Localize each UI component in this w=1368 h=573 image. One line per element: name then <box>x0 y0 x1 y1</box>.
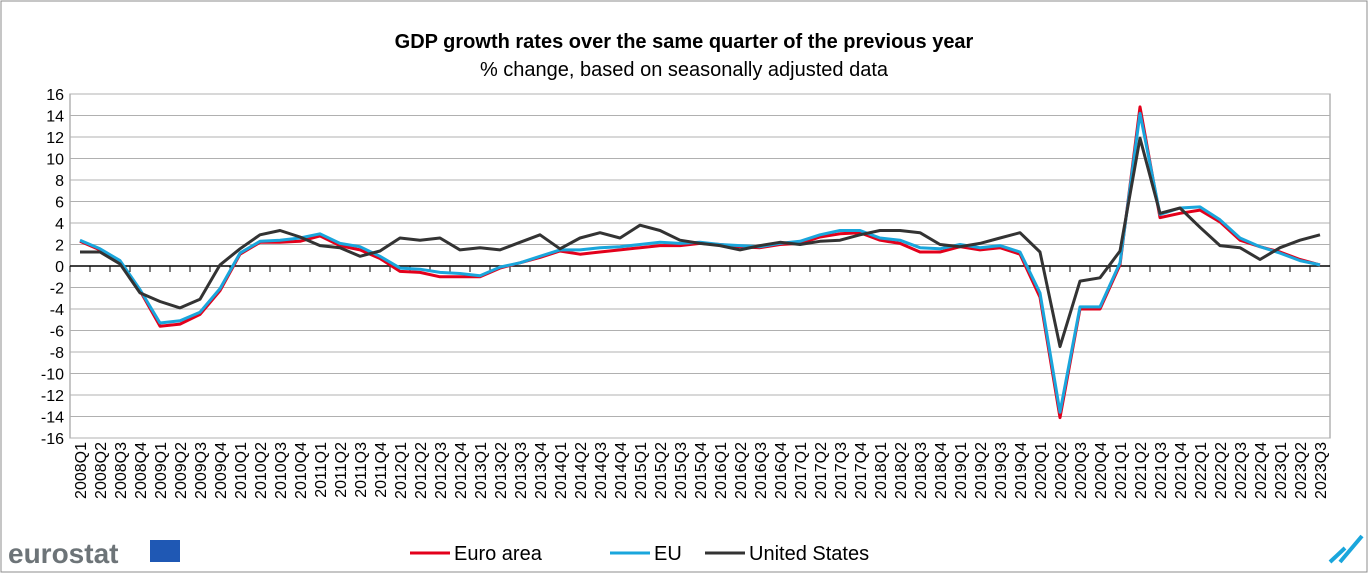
x-tick-label: 2009Q2 <box>173 442 190 499</box>
x-tick-label: 2020Q3 <box>1073 442 1090 499</box>
x-tick-label: 2021Q1 <box>1113 442 1130 499</box>
x-tick-label: 2015Q2 <box>653 442 670 499</box>
x-tick-label: 2018Q2 <box>893 442 910 499</box>
x-tick-label: 2017Q1 <box>793 442 810 499</box>
x-tick-label: 2011Q1 <box>313 442 330 498</box>
x-tick-label: 2009Q4 <box>213 442 230 499</box>
x-tick-label: 2008Q1 <box>73 442 90 499</box>
x-tick-label: 2015Q1 <box>633 442 650 499</box>
x-tick-label: 2018Q1 <box>873 442 890 499</box>
x-tick-label: 2018Q4 <box>933 442 950 499</box>
x-tick-label: 2016Q4 <box>773 442 790 499</box>
x-tick-label: 2011Q4 <box>373 442 390 498</box>
chart-title: GDP growth rates over the same quarter o… <box>395 31 974 53</box>
y-tick-label: -6 <box>50 324 64 341</box>
x-tick-label: 2013Q3 <box>513 442 530 499</box>
series-line <box>80 136 1321 349</box>
x-tick-label: 2010Q3 <box>273 442 290 499</box>
x-tick-label: 2012Q4 <box>453 442 470 499</box>
x-tick-label: 2016Q2 <box>733 442 750 499</box>
x-tick-label: 2018Q3 <box>913 442 930 499</box>
x-tick-label: 2022Q2 <box>1213 442 1230 499</box>
x-tick-label: 2020Q1 <box>1033 442 1050 499</box>
x-tick-label: 2014Q2 <box>573 442 590 499</box>
x-tick-label: 2021Q2 <box>1133 442 1150 499</box>
y-tick-label: 4 <box>55 216 64 233</box>
x-tick-label: 2020Q2 <box>1053 442 1070 499</box>
logo-flag <box>150 540 180 562</box>
x-tick-label: 2016Q3 <box>753 442 770 499</box>
x-tick-label: 2008Q3 <box>113 442 130 499</box>
x-tick-label: 2011Q2 <box>333 442 350 498</box>
corner-icon <box>1328 534 1364 564</box>
x-tick-label: 2017Q4 <box>853 442 870 499</box>
x-tick-label: 2013Q2 <box>493 442 510 499</box>
legend-label: United States <box>749 543 869 565</box>
y-tick-label: -10 <box>41 367 64 384</box>
x-tick-label: 2019Q3 <box>993 442 1010 499</box>
x-tick-label: 2023Q2 <box>1293 442 1310 499</box>
x-tick-label: 2021Q4 <box>1173 442 1190 499</box>
x-tick-label: 2014Q4 <box>613 442 630 499</box>
x-tick-label: 2008Q2 <box>93 442 110 499</box>
x-tick-label: 2022Q4 <box>1253 442 1270 499</box>
x-tick-label: 2017Q3 <box>833 442 850 499</box>
y-tick-label: -8 <box>50 345 64 362</box>
x-tick-label: 2008Q4 <box>133 442 150 499</box>
x-tick-label: 2011Q3 <box>353 442 370 498</box>
y-tick-label: -2 <box>50 281 64 298</box>
x-tick-label: 2022Q1 <box>1193 442 1210 499</box>
x-tick-label: 2012Q3 <box>433 442 450 499</box>
x-tick-label: 2014Q3 <box>593 442 610 499</box>
y-tick-label: -16 <box>41 431 64 448</box>
y-tick-label: 6 <box>55 195 64 212</box>
x-tick-label: 2015Q4 <box>693 442 710 499</box>
x-tick-label: 2013Q1 <box>473 442 490 499</box>
x-tick-label: 2019Q4 <box>1013 442 1030 499</box>
legend-label: EU <box>654 543 682 565</box>
x-tick-label: 2020Q4 <box>1093 442 1110 499</box>
y-tick-label: 2 <box>55 238 64 255</box>
x-tick-label: 2022Q3 <box>1233 442 1250 499</box>
y-tick-label: -14 <box>41 410 64 427</box>
y-tick-label: 0 <box>55 259 64 276</box>
y-tick-label: 8 <box>55 173 64 190</box>
y-tick-label: -12 <box>41 388 64 405</box>
y-tick-label: 12 <box>46 130 64 147</box>
x-tick-label: 2009Q1 <box>153 442 170 499</box>
chart-subtitle: % change, based on seasonally adjusted d… <box>480 59 889 81</box>
x-tick-label: 2015Q3 <box>673 442 690 499</box>
x-tick-label: 2021Q3 <box>1153 442 1170 499</box>
x-tick-label: 2023Q3 <box>1313 442 1330 499</box>
x-tick-label: 2009Q3 <box>193 442 210 499</box>
x-tick-label: 2012Q1 <box>393 442 410 499</box>
x-tick-label: 2017Q2 <box>813 442 830 499</box>
x-tick-label: 2012Q2 <box>413 442 430 499</box>
y-tick-label: 10 <box>46 152 64 169</box>
legend-label: Euro area <box>454 543 543 565</box>
x-tick-label: 2023Q1 <box>1273 442 1290 499</box>
x-tick-label: 2014Q1 <box>553 442 570 499</box>
x-tick-label: 2010Q2 <box>253 442 270 499</box>
x-tick-label: 2013Q4 <box>533 442 550 499</box>
x-tick-label: 2019Q1 <box>953 442 970 499</box>
x-tick-label: 2016Q1 <box>713 442 730 499</box>
y-tick-label: 16 <box>46 87 64 104</box>
x-tick-label: 2010Q4 <box>293 442 310 499</box>
x-tick-label: 2019Q2 <box>973 442 990 499</box>
y-tick-label: 14 <box>46 109 64 126</box>
x-tick-label: 2010Q1 <box>233 442 250 499</box>
logo: eurostat <box>8 538 118 569</box>
y-tick-label: -4 <box>50 302 64 319</box>
